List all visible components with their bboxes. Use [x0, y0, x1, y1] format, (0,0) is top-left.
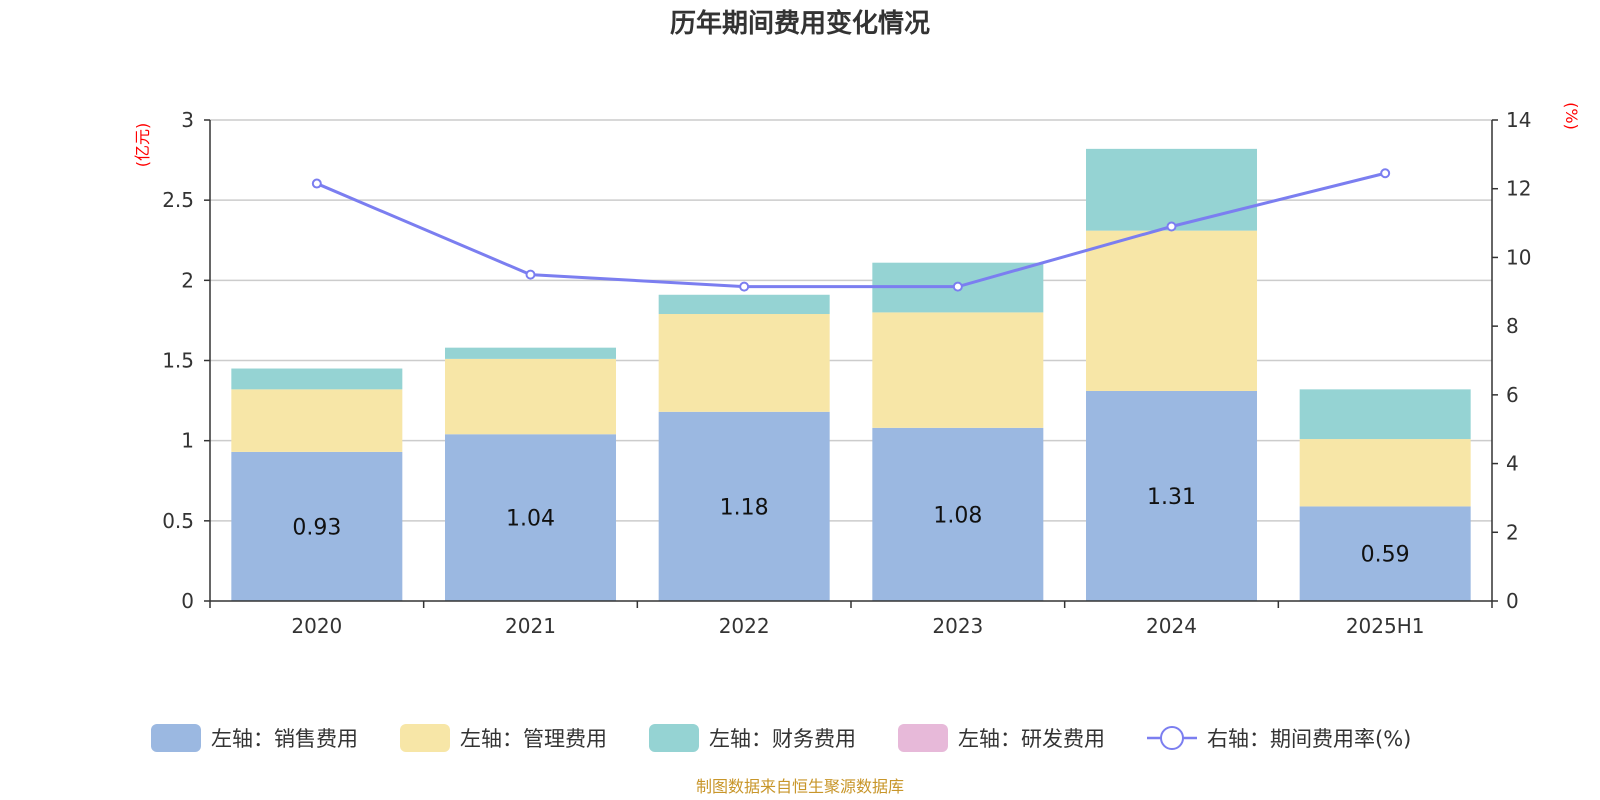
- x-tick-label: 2023: [932, 614, 983, 638]
- rate-point: [952, 281, 963, 292]
- rate-line: [311, 168, 1391, 292]
- bar-segment: [445, 434, 616, 601]
- axes: 0 0.5 1 1.5 2 2.5 3 0 2 4 6 8 10 12 14 2020 2021 2022 2023…: [162, 108, 1531, 638]
- bar-data-label: 1.31: [1147, 485, 1196, 510]
- bar-segment: [872, 312, 1044, 428]
- legend-item: 左轴：财务费用: [649, 724, 856, 752]
- right-tick-label: 10: [1506, 245, 1531, 269]
- x-tick-label: 2021: [505, 614, 556, 638]
- data-labels: 0.93 1.04 1.18 1.08 1.31 0.59: [292, 485, 1409, 568]
- left-tick-label: 1: [181, 429, 194, 453]
- legend-swatch: [898, 724, 948, 752]
- rate-point: [311, 178, 322, 189]
- legend-item: 左轴：管理费用: [400, 724, 607, 752]
- bar-segment: [1086, 390, 1257, 601]
- right-tick-label: 14: [1506, 108, 1531, 132]
- x-tick-label: 2022: [719, 614, 770, 638]
- rate-point: [525, 269, 536, 280]
- bar-data-label: 1.18: [720, 495, 769, 520]
- bar-data-label: 0.59: [1361, 543, 1410, 568]
- bar-segment: [445, 347, 616, 359]
- rate-point: [739, 281, 750, 292]
- left-tick-label: 2.5: [162, 188, 194, 212]
- x-tick-label: 2024: [1146, 614, 1197, 638]
- bar-segment: [1299, 506, 1471, 601]
- bar-segment: [658, 314, 830, 412]
- legend-label: 左轴：管理费用: [460, 727, 607, 751]
- legend-item: 右轴：期间费用率(%): [1147, 726, 1411, 751]
- left-tick-label: 3: [181, 108, 194, 132]
- bar-segment: [658, 294, 830, 315]
- legend: 左轴：销售费用 左轴：管理费用 左轴：财务费用 左轴：研发费用 右轴：期间费用率(%): [151, 724, 1411, 752]
- bar-segment: [1299, 389, 1471, 440]
- right-tick-label: 12: [1506, 177, 1531, 201]
- bar-data-label: 0.93: [292, 515, 341, 540]
- right-tick-label: 4: [1506, 452, 1519, 476]
- legend-swatch: [151, 724, 201, 752]
- right-tick-label: 0: [1506, 589, 1519, 613]
- legend-label: 左轴：销售费用: [211, 727, 358, 751]
- bar-segment: [231, 451, 403, 601]
- legend-swatch: [400, 724, 450, 752]
- grid-lines: [210, 119, 1492, 522]
- legend-circle-icon: [1160, 726, 1184, 750]
- bars: [231, 148, 1471, 601]
- bar-segment: [231, 368, 403, 390]
- right-tick-label: 2: [1506, 520, 1519, 544]
- left-tick-label: 0.5: [162, 509, 194, 533]
- left-tick-label: 0: [181, 589, 194, 613]
- chart-title: 历年期间费用变化情况: [670, 8, 930, 39]
- left-axis-unit: (亿元): [133, 123, 152, 168]
- legend-label: 左轴：研发费用: [958, 727, 1105, 751]
- bar-segment: [1086, 148, 1257, 231]
- bar-segment: [1299, 439, 1471, 507]
- legend-label: 左轴：财务费用: [709, 727, 856, 751]
- rate-point: [1166, 221, 1177, 232]
- x-tick-label: 2025H1: [1346, 614, 1425, 638]
- bar-segment: [872, 427, 1044, 601]
- bar-data-label: 1.08: [933, 503, 982, 528]
- bar-data-label: 1.04: [506, 507, 555, 532]
- left-tick-label: 2: [181, 268, 194, 292]
- legend-label: 右轴：期间费用率(%): [1207, 727, 1411, 751]
- bar-segment: [658, 411, 830, 601]
- bar-segment: [1086, 230, 1257, 391]
- right-tick-label: 8: [1506, 314, 1519, 338]
- rate-point: [1380, 168, 1391, 179]
- right-axis-unit: (%): [1562, 102, 1581, 130]
- bar-segment: [445, 358, 616, 435]
- left-tick-label: 1.5: [162, 349, 194, 373]
- legend-item: 左轴：销售费用: [151, 724, 358, 752]
- right-tick-label: 6: [1506, 383, 1519, 407]
- bar-segment: [231, 389, 403, 452]
- legend-swatch: [649, 724, 699, 752]
- x-tick-label: 2020: [291, 614, 342, 638]
- rate-line-path: [316, 171, 1386, 289]
- legend-item: 左轴：研发费用: [898, 724, 1105, 752]
- source-note: 制图数据来自恒生聚源数据库: [696, 777, 904, 796]
